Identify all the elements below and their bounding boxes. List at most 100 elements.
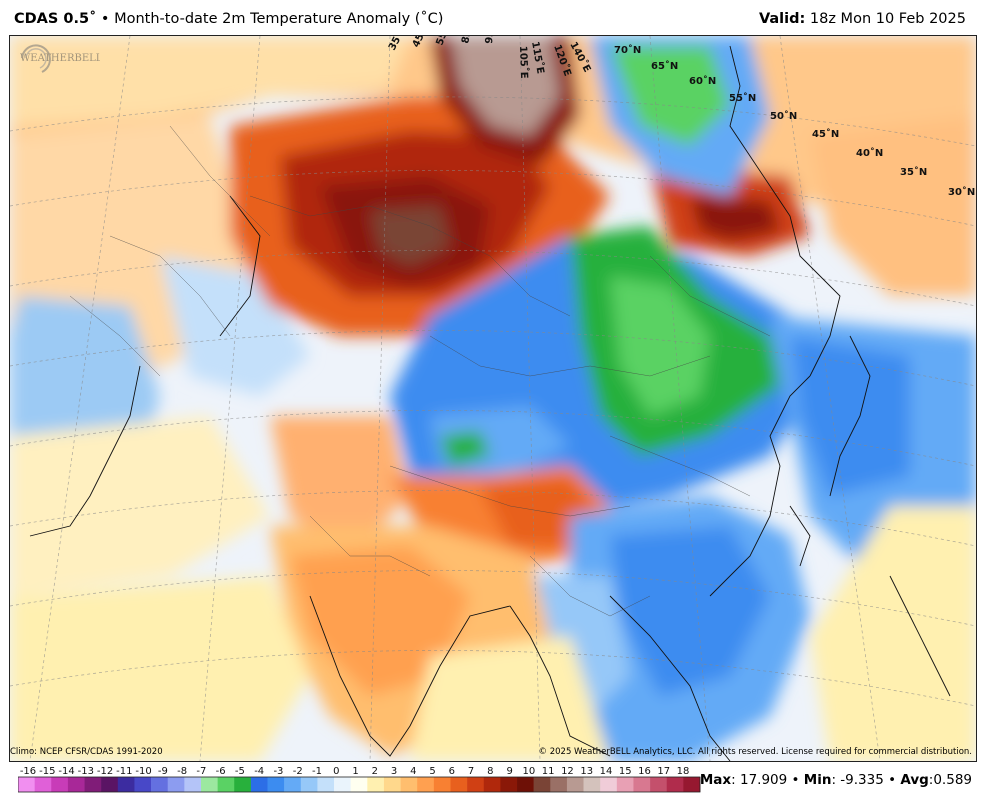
scale-tick-label: 10 — [523, 766, 536, 777]
lat-label-45: 45˚N — [812, 128, 839, 140]
scale-color-cell — [84, 777, 102, 792]
summary-stats: Max: 17.909 • Min: -9.335 • Avg:0.589 — [700, 772, 972, 788]
scale-tick-label: 4 — [410, 766, 416, 777]
scale-color-cell — [234, 777, 252, 792]
valid-time-value: 18z Mon 10 Feb 2025 — [805, 11, 966, 27]
scale-tick-label: 6 — [449, 766, 455, 777]
lon-label-115e: 115˚E — [529, 40, 547, 74]
scale-color-cell — [101, 777, 119, 792]
map-title: CDAS 0.5˚ • Month-to-date 2m Temperature… — [14, 11, 443, 27]
max-label: Max — [699, 772, 732, 788]
scale-color-cell — [284, 777, 302, 792]
scale-color-cell — [600, 777, 618, 792]
min-value: : -9.335 — [831, 772, 884, 788]
scale-color-cell — [550, 777, 568, 792]
scale-tick-label: 15 — [619, 766, 632, 777]
scale-color-cell — [350, 777, 368, 792]
scale-color-cell — [18, 777, 35, 792]
scale-tick-label: 3 — [391, 766, 397, 777]
lat-label-65: 65˚N — [651, 60, 678, 72]
scale-color-cell — [666, 777, 684, 792]
max-value: : 17.909 — [731, 772, 788, 788]
scale-color-cell — [433, 777, 451, 792]
scale-tick-label: -9 — [158, 766, 168, 777]
valid-time: Valid: 18z Mon 10 Feb 2025 — [759, 11, 966, 27]
scale-color-cell — [417, 777, 435, 792]
valid-label: Valid: — [758, 11, 806, 27]
scale-color-cell — [566, 777, 584, 792]
scale-tick-label: 14 — [600, 766, 613, 777]
lon-label-85e: 85˚E — [459, 36, 476, 45]
color-scale: -16 -15 -14 -13 -12 -11 -10 -9 -8 -7 -6 -5 -4 -3 -2 -1 0… — [18, 766, 701, 793]
scale-tick-label: -4 — [254, 766, 264, 777]
scale-color-cell — [483, 777, 501, 792]
avg-value: :0.589 — [928, 772, 972, 788]
scale-tick-label: -6 — [216, 766, 226, 777]
scale-color-cell — [400, 777, 418, 792]
scale-tick-label: 12 — [561, 766, 574, 777]
lat-lon-grid — [10, 36, 976, 761]
scale-color-cell — [267, 777, 285, 792]
scale-tick-label: 13 — [580, 766, 593, 777]
copyright-note: © 2025 WeatherBELL Analytics, LLC. All r… — [538, 747, 972, 757]
scale-color-cell — [217, 777, 235, 792]
scale-tick-label: -8 — [177, 766, 187, 777]
lat-label-60: 60˚N — [689, 75, 716, 87]
scale-color-cell — [616, 777, 634, 792]
lat-label-30: 30˚N — [948, 186, 975, 198]
scale-tick-label: -15 — [39, 766, 55, 777]
scale-color-cell — [51, 777, 69, 792]
scale-color-cell — [517, 777, 534, 792]
lon-label-95e: 95˚E — [483, 36, 497, 44]
lon-label-55e: 55˚E — [434, 36, 454, 47]
scale-tick-label: 2 — [372, 766, 378, 777]
scale-color-cell — [367, 777, 385, 792]
scale-color-cell — [500, 777, 518, 792]
map-canvas: 70˚N 65˚N 60˚N 55˚N 50˚N 45˚N 40˚N 35˚N … — [10, 36, 976, 761]
scale-tick-label: -16 — [20, 766, 36, 777]
scale-tick-label: -1 — [312, 766, 322, 777]
min-label: Min — [803, 772, 832, 788]
scale-color-cell — [300, 777, 318, 792]
political-borders — [69, 125, 771, 617]
scale-color-cell — [683, 777, 701, 792]
scale-tick-label: -14 — [58, 766, 74, 777]
scale-color-cell — [134, 777, 152, 792]
scale-color-cell — [633, 777, 651, 792]
scale-tick-label: -10 — [135, 766, 151, 777]
scale-tick-label: -3 — [273, 766, 283, 777]
scale-tick-label: -5 — [235, 766, 245, 777]
scale-border — [18, 776, 701, 793]
scale-color-cell — [117, 777, 135, 792]
scale-color-cell — [67, 777, 85, 792]
scale-tick-label: -7 — [196, 766, 206, 777]
scale-tick-label: 7 — [468, 766, 474, 777]
scale-tick-label: 1 — [352, 766, 358, 777]
scale-color-cell — [450, 777, 468, 792]
scale-tick-label: 17 — [657, 766, 670, 777]
scale-tick-label: 18 — [677, 766, 690, 777]
anomaly-map[interactable]: 70˚N 65˚N 60˚N 55˚N 50˚N 45˚N 40˚N 35˚N … — [9, 35, 977, 762]
scale-color-cell — [383, 777, 401, 792]
scale-color-cell — [583, 777, 601, 792]
lat-label-50: 50˚N — [770, 110, 797, 122]
scale-tick-label: 0 — [333, 766, 339, 777]
model-name: CDAS 0.5˚ — [14, 11, 97, 27]
climo-note: Climo: NCEP CFSR/CDAS 1991-2020 — [10, 747, 163, 757]
scale-tick-label: 5 — [429, 766, 435, 777]
stats-separator-2: • — [883, 772, 901, 788]
scale-color-cell — [200, 777, 218, 792]
scale-tick-label: -13 — [78, 766, 94, 777]
lat-label-40: 40˚N — [856, 147, 883, 159]
scale-color-cell — [167, 777, 185, 792]
scale-tick-label: 11 — [542, 766, 555, 777]
scale-tick-label: -2 — [293, 766, 303, 777]
scale-color-cell — [184, 777, 202, 792]
scale-tick-label: -12 — [97, 766, 113, 777]
header-bar: CDAS 0.5˚ • Month-to-date 2m Temperature… — [0, 0, 984, 36]
stats-separator-1: • — [787, 772, 804, 788]
title-separator: • — [96, 11, 115, 27]
scale-color-cell — [467, 777, 485, 792]
coastlines — [29, 45, 951, 761]
avg-label: Avg — [900, 772, 929, 788]
